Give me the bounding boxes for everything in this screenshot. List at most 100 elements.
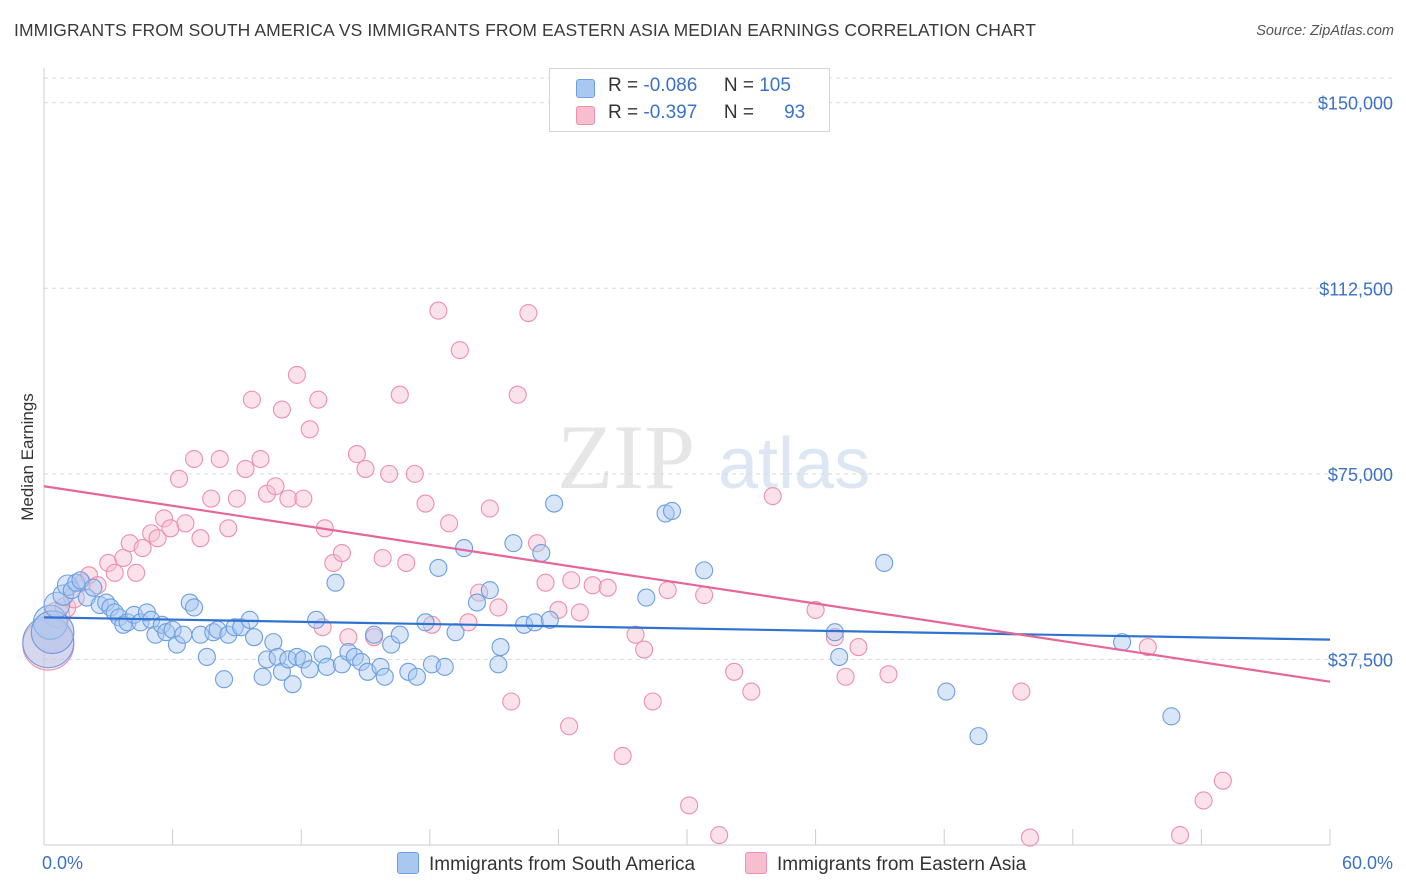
- data-point: [105, 563, 124, 582]
- data-point: [244, 628, 264, 647]
- axes: [43, 68, 1331, 846]
- data-point: [197, 647, 216, 667]
- series-eastern-asia-points: [22, 301, 1232, 847]
- data-point: [613, 746, 632, 765]
- data-point: [257, 650, 276, 669]
- y-tick-label: $150,000: [1318, 94, 1393, 114]
- bottom-legend-swatch-pink: [745, 852, 767, 874]
- data-point: [294, 489, 313, 508]
- data-point: [154, 509, 174, 528]
- data-point: [294, 650, 313, 669]
- x-tick-label-max: 60.0%: [1342, 853, 1393, 873]
- data-point: [440, 514, 459, 533]
- data-point: [210, 449, 229, 469]
- data-point: [489, 598, 508, 617]
- data-point: [502, 692, 521, 711]
- data-point: [214, 670, 234, 689]
- data-point: [635, 640, 654, 659]
- data-point: [309, 390, 328, 409]
- data-point: [1170, 826, 1190, 845]
- trend-lines: [43, 485, 1331, 683]
- data-point: [339, 628, 358, 647]
- data-point: [416, 613, 435, 632]
- data-point: [489, 655, 508, 674]
- data-point: [332, 543, 351, 563]
- data-point: [283, 675, 302, 694]
- data-point: [1213, 771, 1232, 790]
- data-point: [1194, 791, 1213, 810]
- data-point: [146, 625, 165, 644]
- data-point: [435, 657, 454, 676]
- data-point: [446, 623, 465, 642]
- data-point: [806, 600, 825, 620]
- data-point: [545, 494, 564, 513]
- bottom-legend-eastern-asia: Immigrants from Eastern Asia: [745, 852, 1026, 876]
- data-point: [373, 548, 392, 568]
- data-point: [695, 586, 714, 605]
- data-point: [825, 628, 844, 647]
- data-point: [830, 647, 849, 667]
- bottom-legend-label: Immigrants from South America: [429, 854, 696, 875]
- y-tick-labels: $37,500 $75,000 $112,500 $150,000: [1318, 94, 1393, 671]
- legend-swatch-blue: [576, 79, 595, 98]
- data-point: [405, 464, 424, 483]
- data-point: [459, 613, 478, 632]
- y-axis-label: Median Earnings: [18, 393, 37, 521]
- data-point: [236, 459, 255, 478]
- data-point: [264, 633, 283, 652]
- legend-n-label: N =: [723, 102, 754, 123]
- data-point: [532, 543, 551, 563]
- data-point: [875, 553, 894, 572]
- bottom-legend-swatch-blue: [397, 852, 419, 874]
- data-point: [1020, 828, 1039, 847]
- data-point: [643, 692, 662, 711]
- grid: [44, 77, 1395, 660]
- data-point: [287, 365, 306, 384]
- data-point: [300, 660, 319, 679]
- data-point: [227, 489, 246, 508]
- data-point: [662, 501, 682, 521]
- data-point: [307, 610, 326, 629]
- y-tick-label: $75,000: [1328, 465, 1393, 485]
- y-tick-label: $112,500: [1319, 279, 1393, 299]
- data-point: [536, 573, 555, 592]
- bottom-legend-south-america: Immigrants from South America: [397, 852, 695, 876]
- data-point: [169, 469, 189, 488]
- data-point: [763, 487, 782, 506]
- data-point: [407, 667, 426, 686]
- data-point: [742, 682, 761, 701]
- y-tick-label: $37,500: [1328, 650, 1393, 670]
- data-point: [399, 662, 418, 681]
- data-point: [519, 303, 538, 323]
- data-point: [680, 796, 699, 815]
- data-point: [626, 625, 645, 644]
- trend-line-south-america: [43, 616, 1331, 641]
- data-point: [637, 588, 656, 607]
- data-point: [365, 625, 384, 644]
- watermark: ZIP atlas: [557, 406, 870, 508]
- data-point: [836, 667, 855, 686]
- data-point: [161, 519, 180, 538]
- data-point: [467, 593, 487, 612]
- legend-swatch-pink: [576, 106, 595, 125]
- trend-line-eastern-asia: [43, 485, 1331, 683]
- source-label: Source: ZipAtlas.com: [1256, 23, 1394, 39]
- data-point: [202, 489, 221, 508]
- data-point: [127, 563, 146, 582]
- data-point: [560, 717, 579, 736]
- data-point: [380, 464, 399, 483]
- data-point: [491, 638, 510, 657]
- data-point: [268, 647, 287, 667]
- data-point: [508, 385, 527, 404]
- data-point: [849, 638, 868, 657]
- data-point: [242, 390, 261, 409]
- data-point: [1138, 638, 1157, 657]
- data-point: [879, 665, 898, 684]
- data-point: [527, 534, 547, 553]
- data-point: [1162, 707, 1181, 726]
- data-point: [710, 826, 729, 845]
- legend-r-value: -0.086: [643, 75, 698, 96]
- legend-n-label: N =: [723, 75, 754, 96]
- legend-n-value: 93: [784, 102, 806, 123]
